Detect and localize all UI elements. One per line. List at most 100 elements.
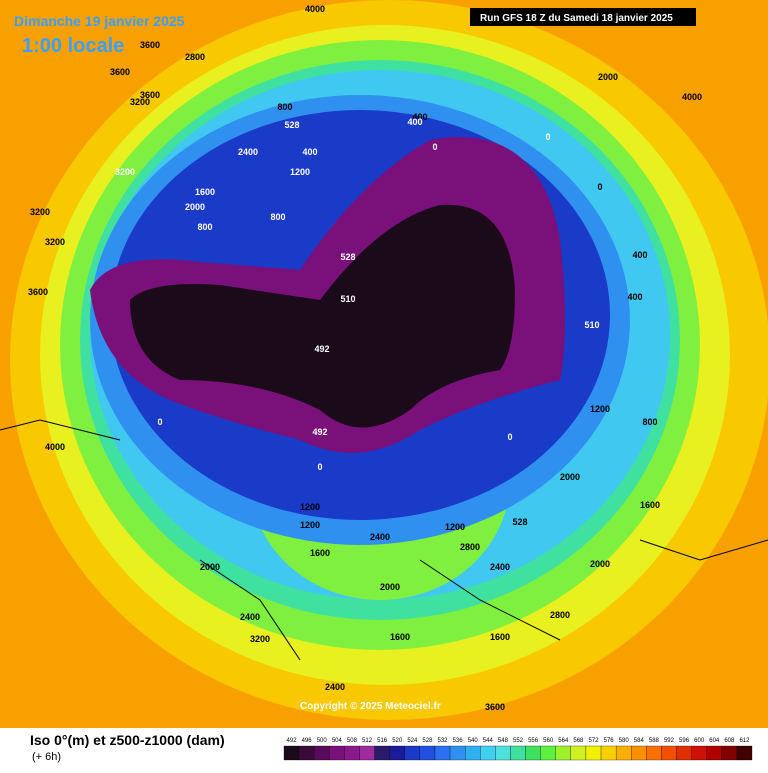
contour-label: 400 [302,147,317,157]
legend-swatch [314,745,330,761]
contour-label: 4000 [305,4,325,14]
legend-label: 548 [498,738,509,744]
legend-label: 564 [558,738,569,744]
contour-label: 1600 [310,548,330,558]
contour-label: 1600 [390,632,410,642]
legend-label: 608 [724,738,735,744]
legend-swatch [510,745,526,761]
legend-label: 584 [634,738,645,744]
legend-swatch [329,745,345,761]
legend-label: 560 [543,738,554,744]
contour-label: 3200 [115,167,135,177]
legend-label: 604 [709,738,720,744]
legend-label: 512 [362,738,373,744]
contour-label: 4000 [682,92,702,102]
contour-label: 3200 [30,207,50,217]
contour-label: 1200 [300,520,320,530]
legend-label: 528 [422,738,433,744]
copyright: Copyright © 2025 Meteociel.fr [300,701,441,712]
legend-swatch [374,745,390,761]
legend-label: 576 [604,738,615,744]
contour-label: 1600 [490,632,510,642]
legend-swatch [721,745,738,761]
contour-label: 2000 [380,582,400,592]
contour-label: 510 [340,294,355,304]
run-box [470,8,696,26]
legend-swatch [540,745,556,761]
contour-label: 800 [642,417,657,427]
legend-label: 500 [317,738,328,744]
contour-label: 2000 [200,562,220,572]
legend-label: 596 [679,738,690,744]
legend-swatch [631,745,647,761]
legend-swatch [283,745,300,761]
contour-label: 528 [512,517,527,527]
contour-label: 0 [157,417,162,427]
legend-swatch [646,745,662,761]
contour-label: 3600 [485,702,505,712]
contour-label: 1200 [290,167,310,177]
legend-swatch [298,745,315,761]
legend-swatch [359,745,375,761]
date-title: Dimanche 19 janvier 2025 [14,13,185,29]
legend-label: 580 [619,738,630,744]
contour-label: 1600 [640,500,660,510]
contour-label: 1200 [300,502,320,512]
contour-label: 3200 [130,97,150,107]
contour-label: 3600 [110,67,130,77]
contour-label: 2000 [185,202,205,212]
contour-label: 4000 [45,442,65,452]
run-info: Run GFS 18 Z du Samedi 18 janvier 2025 [480,13,673,24]
legend-label: 556 [528,738,539,744]
contour-label: 2400 [370,532,390,542]
contour-label: 3200 [250,634,270,644]
contour-label: 0 [317,462,322,472]
contour-label: 492 [312,427,327,437]
map-background [0,0,768,728]
contour-label: 0 [507,432,512,442]
contour-labels: 3600400036003200280036003200240032001600… [28,4,702,712]
legend-label: 520 [392,738,403,744]
contour-label: 400 [412,112,427,122]
contour-label: 400 [407,117,422,127]
legend-swatch [736,745,753,761]
legend-label: 532 [438,738,449,744]
legend-label: 568 [573,738,584,744]
contour-label: 3600 [140,90,160,100]
contour-label: 800 [270,212,285,222]
legend-swatch [449,745,466,761]
contour-label: 2400 [490,562,510,572]
time-title: 1:00 locale [22,35,124,57]
contour-label: 510 [584,320,599,330]
legend-label: 516 [377,738,388,744]
contour-label: 800 [277,102,292,112]
legend-swatch [495,745,511,761]
contour-label: 400 [627,292,642,302]
legend-swatch [706,745,722,761]
legend-swatch [419,745,436,761]
contour-label: 3200 [45,237,65,247]
contour-label: 0 [597,182,602,192]
legend-label: 544 [483,738,494,744]
contour-label: 400 [632,250,647,260]
contour-label: 3600 [28,287,48,297]
legend-label: 572 [588,738,599,744]
legend-swatch [615,745,632,761]
contour-label: 528 [340,252,355,262]
legend-label: 496 [302,738,313,744]
legend-swatch [404,745,421,761]
legend-swatch [480,745,496,761]
contour-label: 3600 [140,40,160,50]
legend-label: 524 [407,738,418,744]
legend-label: 552 [513,738,524,744]
contour-label: 800 [197,222,212,232]
legend-swatch [465,745,481,761]
legend-swatch [676,745,692,761]
legend-label: 492 [287,738,298,744]
contour-label: 2000 [598,72,618,82]
legend-swatch [570,745,587,761]
legend-swatch [434,745,451,761]
legend-label: 536 [453,738,464,744]
legend-label: 540 [468,738,479,744]
